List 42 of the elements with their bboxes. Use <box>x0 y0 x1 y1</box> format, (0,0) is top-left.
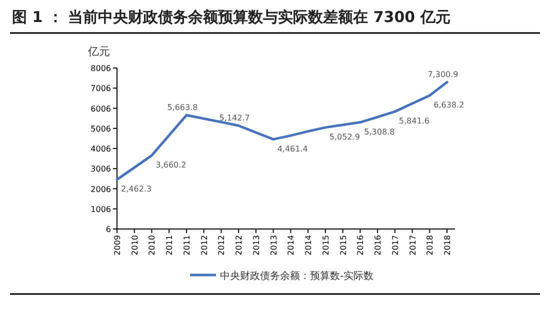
data-label: 7,300.9 <box>428 70 458 80</box>
x-tick-label: 2010 <box>130 235 140 256</box>
x-tick-label: 2016 <box>374 235 383 256</box>
data-label: 5,308.8 <box>364 127 395 136</box>
y-tick-label: 8006 <box>90 64 111 73</box>
x-tick-label: 2018 <box>443 235 452 256</box>
data-label: 6,638.2 <box>434 100 464 110</box>
data-label: 3,660.2 <box>156 160 186 170</box>
x-tick-label: 2011 <box>165 235 174 256</box>
x-tick-label: 2011 <box>182 235 192 256</box>
chart-title: 图 1 ： 当前中央财政债务余额预算数与实际数差额在 7300 亿元 <box>12 8 450 26</box>
y-tick-label: 4006 <box>90 144 111 154</box>
y-tick-label: 2006 <box>90 184 111 194</box>
x-tick-label: 2014 <box>286 235 296 256</box>
x-tick-label: 2012 <box>217 235 226 256</box>
data-label: 5,663.8 <box>167 103 198 112</box>
y-tick-label: 1006 <box>90 204 111 214</box>
x-tick-label: 2013 <box>269 235 278 256</box>
x-tick-label: 2010 <box>148 235 157 256</box>
x-tick-label: 2018 <box>426 235 435 256</box>
x-tick-label: 2015 <box>321 235 330 256</box>
data-label: 2,462.3 <box>121 184 152 194</box>
x-tick-label: 2017 <box>390 235 400 256</box>
x-tick-label: 2013 <box>252 235 261 256</box>
y-tick-label: 3006 <box>90 164 111 174</box>
y-tick-label: 7006 <box>90 84 111 94</box>
y-axis-title: 亿元 <box>87 45 110 58</box>
x-tick-label: 2014 <box>304 235 314 256</box>
y-tick-label: 6006 <box>90 104 111 114</box>
x-tick-label: 2012 <box>200 235 209 256</box>
y-tick-label: 5006 <box>90 124 111 134</box>
data-label: 5,052.9 <box>329 132 360 142</box>
y-tick-label: 6 <box>106 225 111 234</box>
x-tick-label: 2012 <box>234 235 244 256</box>
data-label: 5,142.7 <box>219 114 250 123</box>
x-tick-label: 2009 <box>113 235 122 256</box>
data-label: 5,841.6 <box>398 116 430 126</box>
x-tick-label: 2016 <box>356 235 366 256</box>
legend-label: 中央财政债务余额：预算数-实际数 <box>220 270 374 282</box>
x-tick-label: 2017 <box>408 235 418 256</box>
x-tick-label: 2015 <box>338 235 348 256</box>
data-label: 4,461.4 <box>277 144 308 154</box>
